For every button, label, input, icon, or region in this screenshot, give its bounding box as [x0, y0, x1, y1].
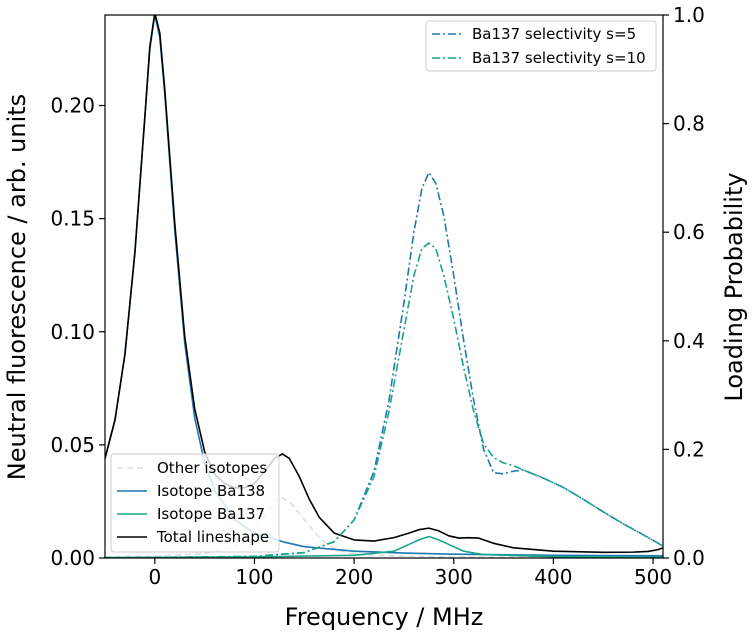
left-tick-label-0-15: 0.15	[50, 207, 95, 231]
x-tick-label-400: 400	[534, 565, 572, 589]
right-tick-label-0-0: 0.0	[673, 546, 705, 570]
plot-area	[105, 15, 663, 558]
right-tick-label-1-0: 1.0	[673, 3, 705, 27]
legend-right: Ba137 selectivity s=5 Ba137 selectivity s…	[425, 20, 657, 72]
right-tick-label-0-4: 0.4	[673, 329, 705, 353]
legend-left-box	[110, 453, 280, 553]
plot-frame	[104, 14, 664, 559]
legend-label-other-isotopes: Other isotopes	[157, 459, 267, 477]
left-tick-label-0-00: 0.00	[50, 546, 95, 570]
legend-label-ba137-selectivity-s-5: Ba137 selectivity s=5	[472, 25, 636, 43]
left-y-axis-title: Neutral fluorescence / arb. units	[3, 94, 31, 480]
legend-label-isotope-ba138: Isotope Ba138	[157, 482, 265, 500]
right-tick-label-0-2: 0.2	[673, 437, 705, 461]
right-tick-label-0-6: 0.6	[673, 220, 705, 244]
x-axis: 0 100 200 300 400 500	[148, 558, 672, 589]
series-line-isotope-ba137	[105, 535, 663, 558]
left-tick-label-0-20: 0.20	[50, 94, 95, 118]
left-axis: 0.00 0.05 0.10 0.15 0.20	[50, 94, 105, 570]
x-tick-label-300: 300	[435, 565, 473, 589]
x-tick-label-500: 500	[634, 565, 672, 589]
legend-label-total-lineshape: Total lineshape	[156, 528, 269, 546]
legend-right-box	[425, 20, 657, 72]
right-tick-label-0-8: 0.8	[673, 112, 705, 136]
left-tick-label-0-05: 0.05	[50, 433, 95, 457]
right-y-axis-title: Loading Probability	[720, 172, 748, 401]
left-tick-label-0-10: 0.10	[50, 320, 95, 344]
series-line-total-lineshape	[105, 15, 663, 554]
x-axis-title: Frequency / MHz	[285, 603, 484, 631]
legend-left: Other isotopes Isotope Ba138 Isotope Ba137…	[110, 453, 280, 553]
x-tick-label-100: 100	[235, 565, 273, 589]
series-line-ba137-selectivity-s-10	[105, 242, 663, 558]
legend-label-isotope-ba137: Isotope Ba137	[157, 505, 265, 523]
x-tick-label-0: 0	[148, 565, 161, 589]
legend-label-ba137-selectivity-s-10: Ba137 selectivity s=10	[472, 49, 646, 67]
x-tick-label-200: 200	[335, 565, 373, 589]
series-group	[105, 15, 663, 558]
right-axis: 0.0 0.2 0.4 0.6 0.8 1.0	[663, 3, 705, 570]
